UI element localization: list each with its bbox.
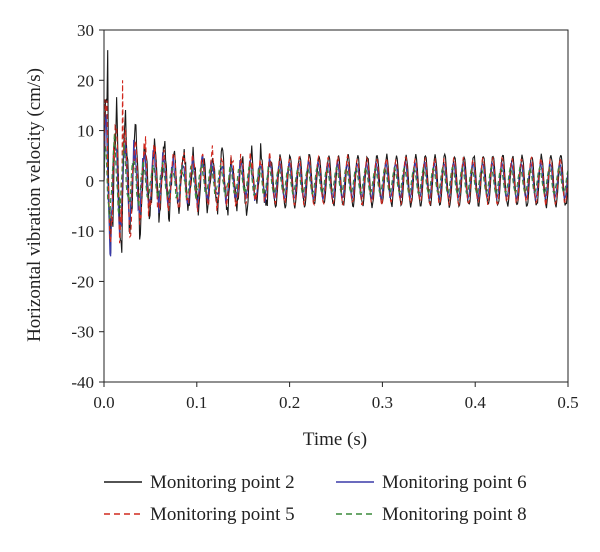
plot-lines [103,50,569,257]
legend: Monitoring point 2 Monitoring point 6 Moni… [104,472,527,525]
y-tick-label: -10 [71,222,94,241]
y-tick-label: -40 [71,373,94,392]
y-tick-label: 20 [77,71,94,90]
y-tick-label: -20 [71,272,94,291]
legend-label: Monitoring point 5 [150,504,295,525]
x-axis-ticks: 0.0 0.1 0.2 0.3 0.4 0.5 [93,382,579,412]
x-axis-label: Time (s) [303,429,367,450]
series-line [103,50,569,254]
x-tick-label: 0.0 [93,393,114,412]
y-axis-ticks: -40 -30 -20 -10 0 10 20 30 [71,21,104,392]
y-axis-label: Horizontal vibration velocity (cm/s) [24,68,45,342]
series-line [103,133,569,220]
legend-label: Monitoring point 2 [150,472,295,493]
plot-frame [103,29,569,383]
legend-label: Monitoring point 6 [382,472,527,493]
x-tick-label: 0.1 [186,393,207,412]
y-tick-label: 30 [77,21,94,40]
x-tick-label: 0.5 [557,393,578,412]
y-tick-label: 10 [77,122,94,141]
y-tick-label: 0 [86,172,95,191]
x-tick-label: 0.4 [465,393,487,412]
x-tick-label: 0.3 [372,393,393,412]
legend-label: Monitoring point 8 [382,504,527,525]
x-tick-label: 0.2 [279,393,300,412]
y-tick-label: -30 [71,323,94,342]
series-line [103,80,569,244]
